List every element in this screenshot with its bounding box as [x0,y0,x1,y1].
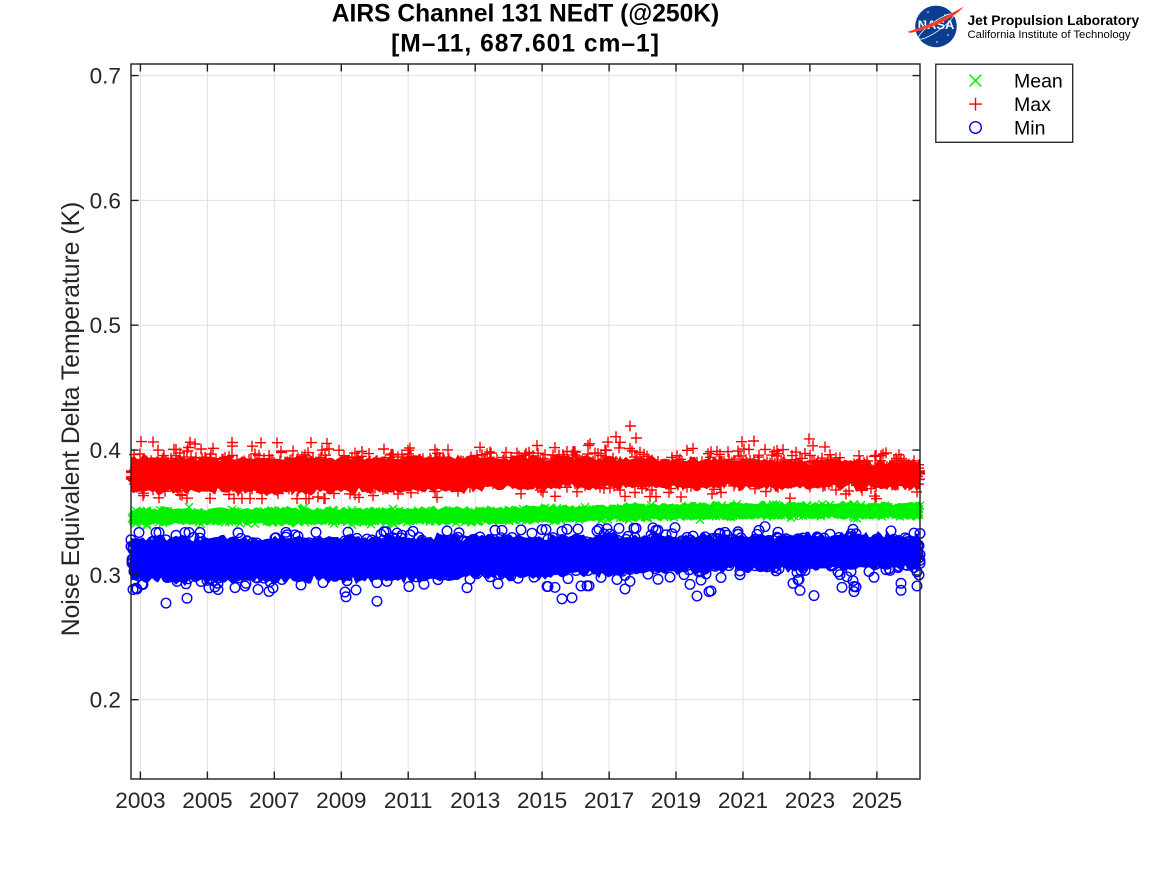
svg-text:2015: 2015 [517,788,567,813]
svg-text:0.5: 0.5 [90,313,121,338]
svg-text:California Institute of Techno: California Institute of Technology [968,29,1131,41]
svg-text:2003: 2003 [115,788,165,813]
svg-text:Mean: Mean [1014,71,1063,93]
svg-text:0.2: 0.2 [90,688,121,713]
svg-text:NASA: NASA [918,20,955,32]
svg-text:2023: 2023 [785,788,835,813]
svg-text:Max: Max [1014,94,1051,116]
svg-text:[M–11, 687.601 cm–1]: [M–11, 687.601 cm–1] [391,31,660,58]
svg-text:Min: Min [1014,118,1045,140]
svg-text:2025: 2025 [852,788,902,813]
svg-text:2017: 2017 [584,788,634,813]
svg-text:Jet Propulsion Laboratory: Jet Propulsion Laboratory [968,13,1140,28]
svg-text:2011: 2011 [384,788,433,813]
svg-text:0.3: 0.3 [90,563,121,588]
svg-text:AIRS Channel 131 NEdT (@250K): AIRS Channel 131 NEdT (@250K) [332,1,720,28]
svg-text:2021: 2021 [718,788,768,813]
svg-text:2009: 2009 [316,788,366,813]
svg-text:0.4: 0.4 [90,438,121,463]
svg-text:2013: 2013 [450,788,500,813]
svg-text:2019: 2019 [651,788,701,813]
svg-text:Noise Equivalent Delta Tempera: Noise Equivalent Delta Temperature (K) [58,202,85,637]
svg-text:2007: 2007 [249,788,299,813]
svg-text:2005: 2005 [182,788,232,813]
svg-text:0.6: 0.6 [90,188,121,213]
svg-text:0.7: 0.7 [90,64,121,89]
